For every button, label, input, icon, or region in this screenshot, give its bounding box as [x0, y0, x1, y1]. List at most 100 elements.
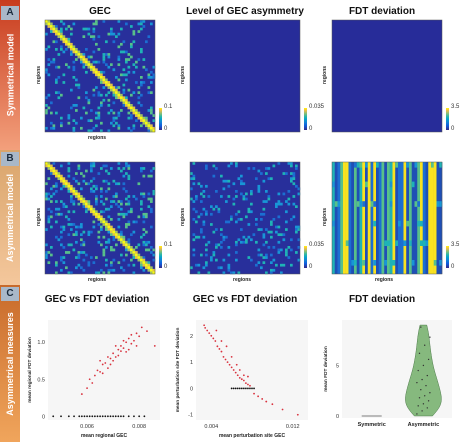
heatmap-cell: [431, 162, 434, 168]
heatmap-cell: [222, 187, 226, 191]
heatmap-cell: [250, 192, 253, 196]
heatmap-cell: [112, 235, 116, 239]
scatter-point: [135, 345, 138, 347]
scatter-point: [52, 415, 55, 418]
heatmap-cell: [102, 81, 106, 84]
heatmap-cell: [255, 223, 258, 226]
heatmap-cell: [55, 184, 58, 188]
heatmap-cell: [147, 86, 151, 89]
heatmap-cell: [262, 212, 266, 216]
heatmap-cell: [45, 111, 48, 115]
heatmap-cell: [202, 207, 206, 211]
heatmap-cell: [152, 114, 156, 117]
heatmap-cell: [337, 162, 341, 168]
heatmap-cell: [290, 238, 293, 242]
heatmap-cell: [280, 248, 283, 252]
heatmap-cell: [65, 48, 68, 51]
heatmap-cell: [77, 192, 81, 196]
heatmap-cell: [235, 195, 238, 198]
heatmap-cell: [127, 53, 131, 56]
scatter-point: [130, 342, 133, 345]
heatmap-cell: [245, 192, 248, 196]
heatmap-cell: [132, 32, 136, 36]
heatmap-cell: [403, 240, 407, 246]
panel-b1-cbar-max: 0.1: [164, 242, 173, 248]
heatmap-cell: [122, 167, 126, 170]
heatmap-cell: [60, 48, 63, 51]
heatmap-cell: [356, 162, 360, 168]
heatmap-cell: [232, 182, 236, 186]
heatmap-cell: [147, 263, 151, 267]
heatmap-cell: [140, 50, 143, 54]
heatmap-cell: [142, 65, 146, 69]
heatmap-cell: [125, 58, 128, 61]
scatter-point: [114, 356, 117, 358]
heatmap-cell: [62, 50, 66, 54]
heatmap-cell: [97, 172, 101, 175]
heatmap-cell: [50, 126, 53, 130]
heatmap-cell: [117, 63, 121, 67]
heatmap-cell: [50, 30, 53, 33]
heatmap-cell: [140, 192, 143, 196]
heatmap-cell: [295, 251, 298, 254]
heatmap-cell: [275, 230, 278, 234]
heatmap-cell: [60, 121, 63, 125]
heatmap-cell: [107, 207, 111, 211]
violin-point: [421, 410, 423, 412]
heatmap-cell: [145, 124, 148, 128]
heatmap-cell: [112, 233, 116, 237]
heatmap-column: [389, 162, 393, 274]
scatter-point: [83, 415, 86, 418]
heatmap-cell: [195, 197, 198, 201]
heatmap-cell: [290, 248, 293, 252]
heatmap-cell: [67, 167, 71, 170]
heatmap-cell: [45, 197, 48, 201]
heatmap-cell: [60, 30, 63, 33]
heatmap-cell: [150, 251, 153, 254]
heatmap-cell: [92, 60, 96, 64]
heatmap-cell: [110, 228, 113, 231]
heatmap-cell: [55, 169, 58, 173]
heatmap-cell: [140, 48, 143, 51]
heatmap-cell: [332, 20, 442, 132]
heatmap-cell: [145, 230, 148, 234]
heatmap-cell: [117, 200, 121, 203]
heatmap-cell: [250, 190, 253, 193]
heatmap-cell: [406, 162, 410, 168]
heatmap-cell: [45, 164, 48, 168]
heatmap-cell: [433, 260, 437, 266]
heatmap-cell: [62, 179, 66, 183]
scatter-point: [234, 387, 237, 390]
heatmap-cell: [115, 230, 118, 234]
heatmap-cell: [125, 225, 128, 229]
scatter-point: [222, 355, 225, 358]
heatmap-cell: [222, 258, 226, 262]
panel-b3-colorbar: [446, 246, 449, 268]
heatmap-cell: [92, 261, 96, 265]
heatmap-cell: [95, 202, 98, 206]
heatmap-cell: [50, 246, 53, 249]
heatmap-cell: [122, 96, 126, 100]
scatter-point: [117, 354, 120, 357]
y-tick-label: 0: [190, 386, 193, 392]
heatmap-cell: [77, 197, 81, 201]
heatmap-cell: [47, 218, 51, 221]
heatmap-cell: [150, 268, 153, 272]
heatmap-cell: [97, 212, 101, 216]
heatmap-cell: [105, 240, 108, 244]
heatmap-cell: [245, 240, 248, 244]
heatmap-cell: [107, 230, 111, 234]
heatmap-cell: [112, 238, 116, 242]
heatmap-cell: [370, 201, 374, 207]
heatmap-cell: [142, 81, 146, 84]
heatmap-cell: [100, 210, 103, 214]
heatmap-cell: [150, 129, 153, 133]
heatmap-cell: [130, 104, 133, 107]
heatmap-cell: [135, 197, 138, 201]
scatter-point: [143, 415, 146, 418]
scatter-point: [107, 367, 109, 370]
heatmap-cell: [105, 40, 108, 44]
scatter-point: [236, 374, 239, 377]
panel-b1-ylabel: regions: [36, 207, 42, 227]
heatmap-cell: [147, 248, 151, 252]
